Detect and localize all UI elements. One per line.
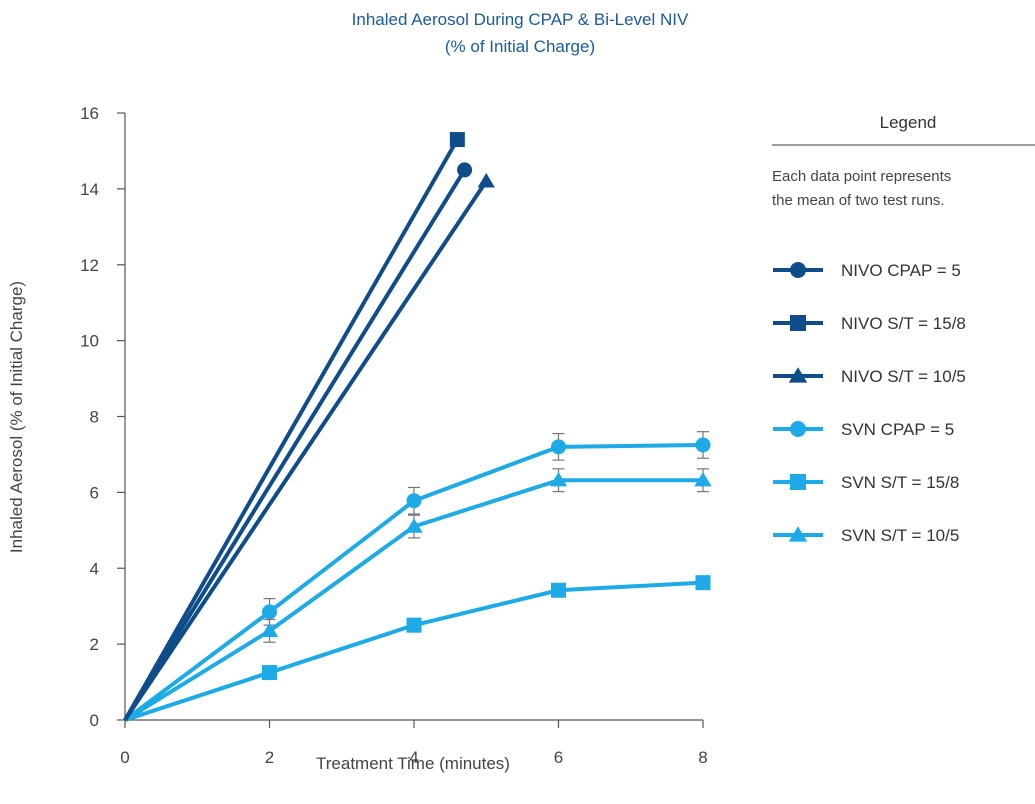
legend-label: NIVO S/T = 15/8 [841,314,966,333]
legend-label: NIVO S/T = 10/5 [841,367,966,386]
x-axis-label: Treatment Time (minutes) [316,754,510,773]
legend-marker [790,421,806,437]
y-tick-label: 14 [80,180,99,199]
legend-note-line-2: the mean of two test runs. [772,192,945,209]
chart-title: Inhaled Aerosol During CPAP & Bi-Level N… [352,10,689,29]
y-tick-label: 4 [90,559,99,578]
data-point [478,173,495,187]
data-point [262,665,277,680]
y-tick-label: 10 [80,332,99,351]
legend-note-line-1: Each data point represents [772,168,951,185]
legend-marker [790,474,806,490]
series-4 [125,575,711,720]
legend-item: SVN CPAP = 5 [773,420,954,439]
legend-label: SVN S/T = 10/5 [841,526,959,545]
series-line [125,181,486,720]
data-point [407,618,422,633]
legend-item: NIVO S/T = 15/8 [773,314,966,333]
y-tick-label: 2 [90,635,99,654]
legend-item: NIVO S/T = 10/5 [773,367,966,386]
legend-label: SVN CPAP = 5 [841,420,954,439]
series-line [125,170,465,720]
series-0 [125,162,472,720]
y-tick-label: 6 [90,483,99,502]
y-tick-label: 12 [80,256,99,275]
y-tick-label: 8 [90,408,99,427]
y-axis-label: Inhaled Aerosol (% of Initial Charge) [7,281,26,553]
series-line [125,583,703,720]
data-point [450,132,465,147]
series-line [125,140,457,720]
legend-label: SVN S/T = 15/8 [841,473,959,492]
x-tick-label: 2 [265,748,274,767]
legend-marker [790,315,806,331]
chart-subtitle: (% of Initial Charge) [445,37,595,56]
data-point [407,493,422,508]
legend-label: NIVO CPAP = 5 [841,261,961,280]
legend-item: SVN S/T = 15/8 [773,473,959,492]
data-point [551,439,566,454]
data-point [551,583,566,598]
y-tick-label: 16 [80,104,99,123]
legend-item: NIVO CPAP = 5 [773,261,961,280]
data-point [457,162,472,177]
legend-title: Legend [880,113,937,132]
series-2 [125,173,495,720]
data-point [696,437,711,452]
legend-marker [790,262,806,278]
data-point [262,604,277,619]
x-tick-label: 6 [554,748,563,767]
legend: Legend Each data point represents the me… [772,113,1035,545]
x-tick-label: 0 [120,748,129,767]
x-tick-label: 8 [698,748,707,767]
legend-item: SVN S/T = 10/5 [773,526,959,545]
y-tick-label: 0 [90,711,99,730]
data-point [696,575,711,590]
